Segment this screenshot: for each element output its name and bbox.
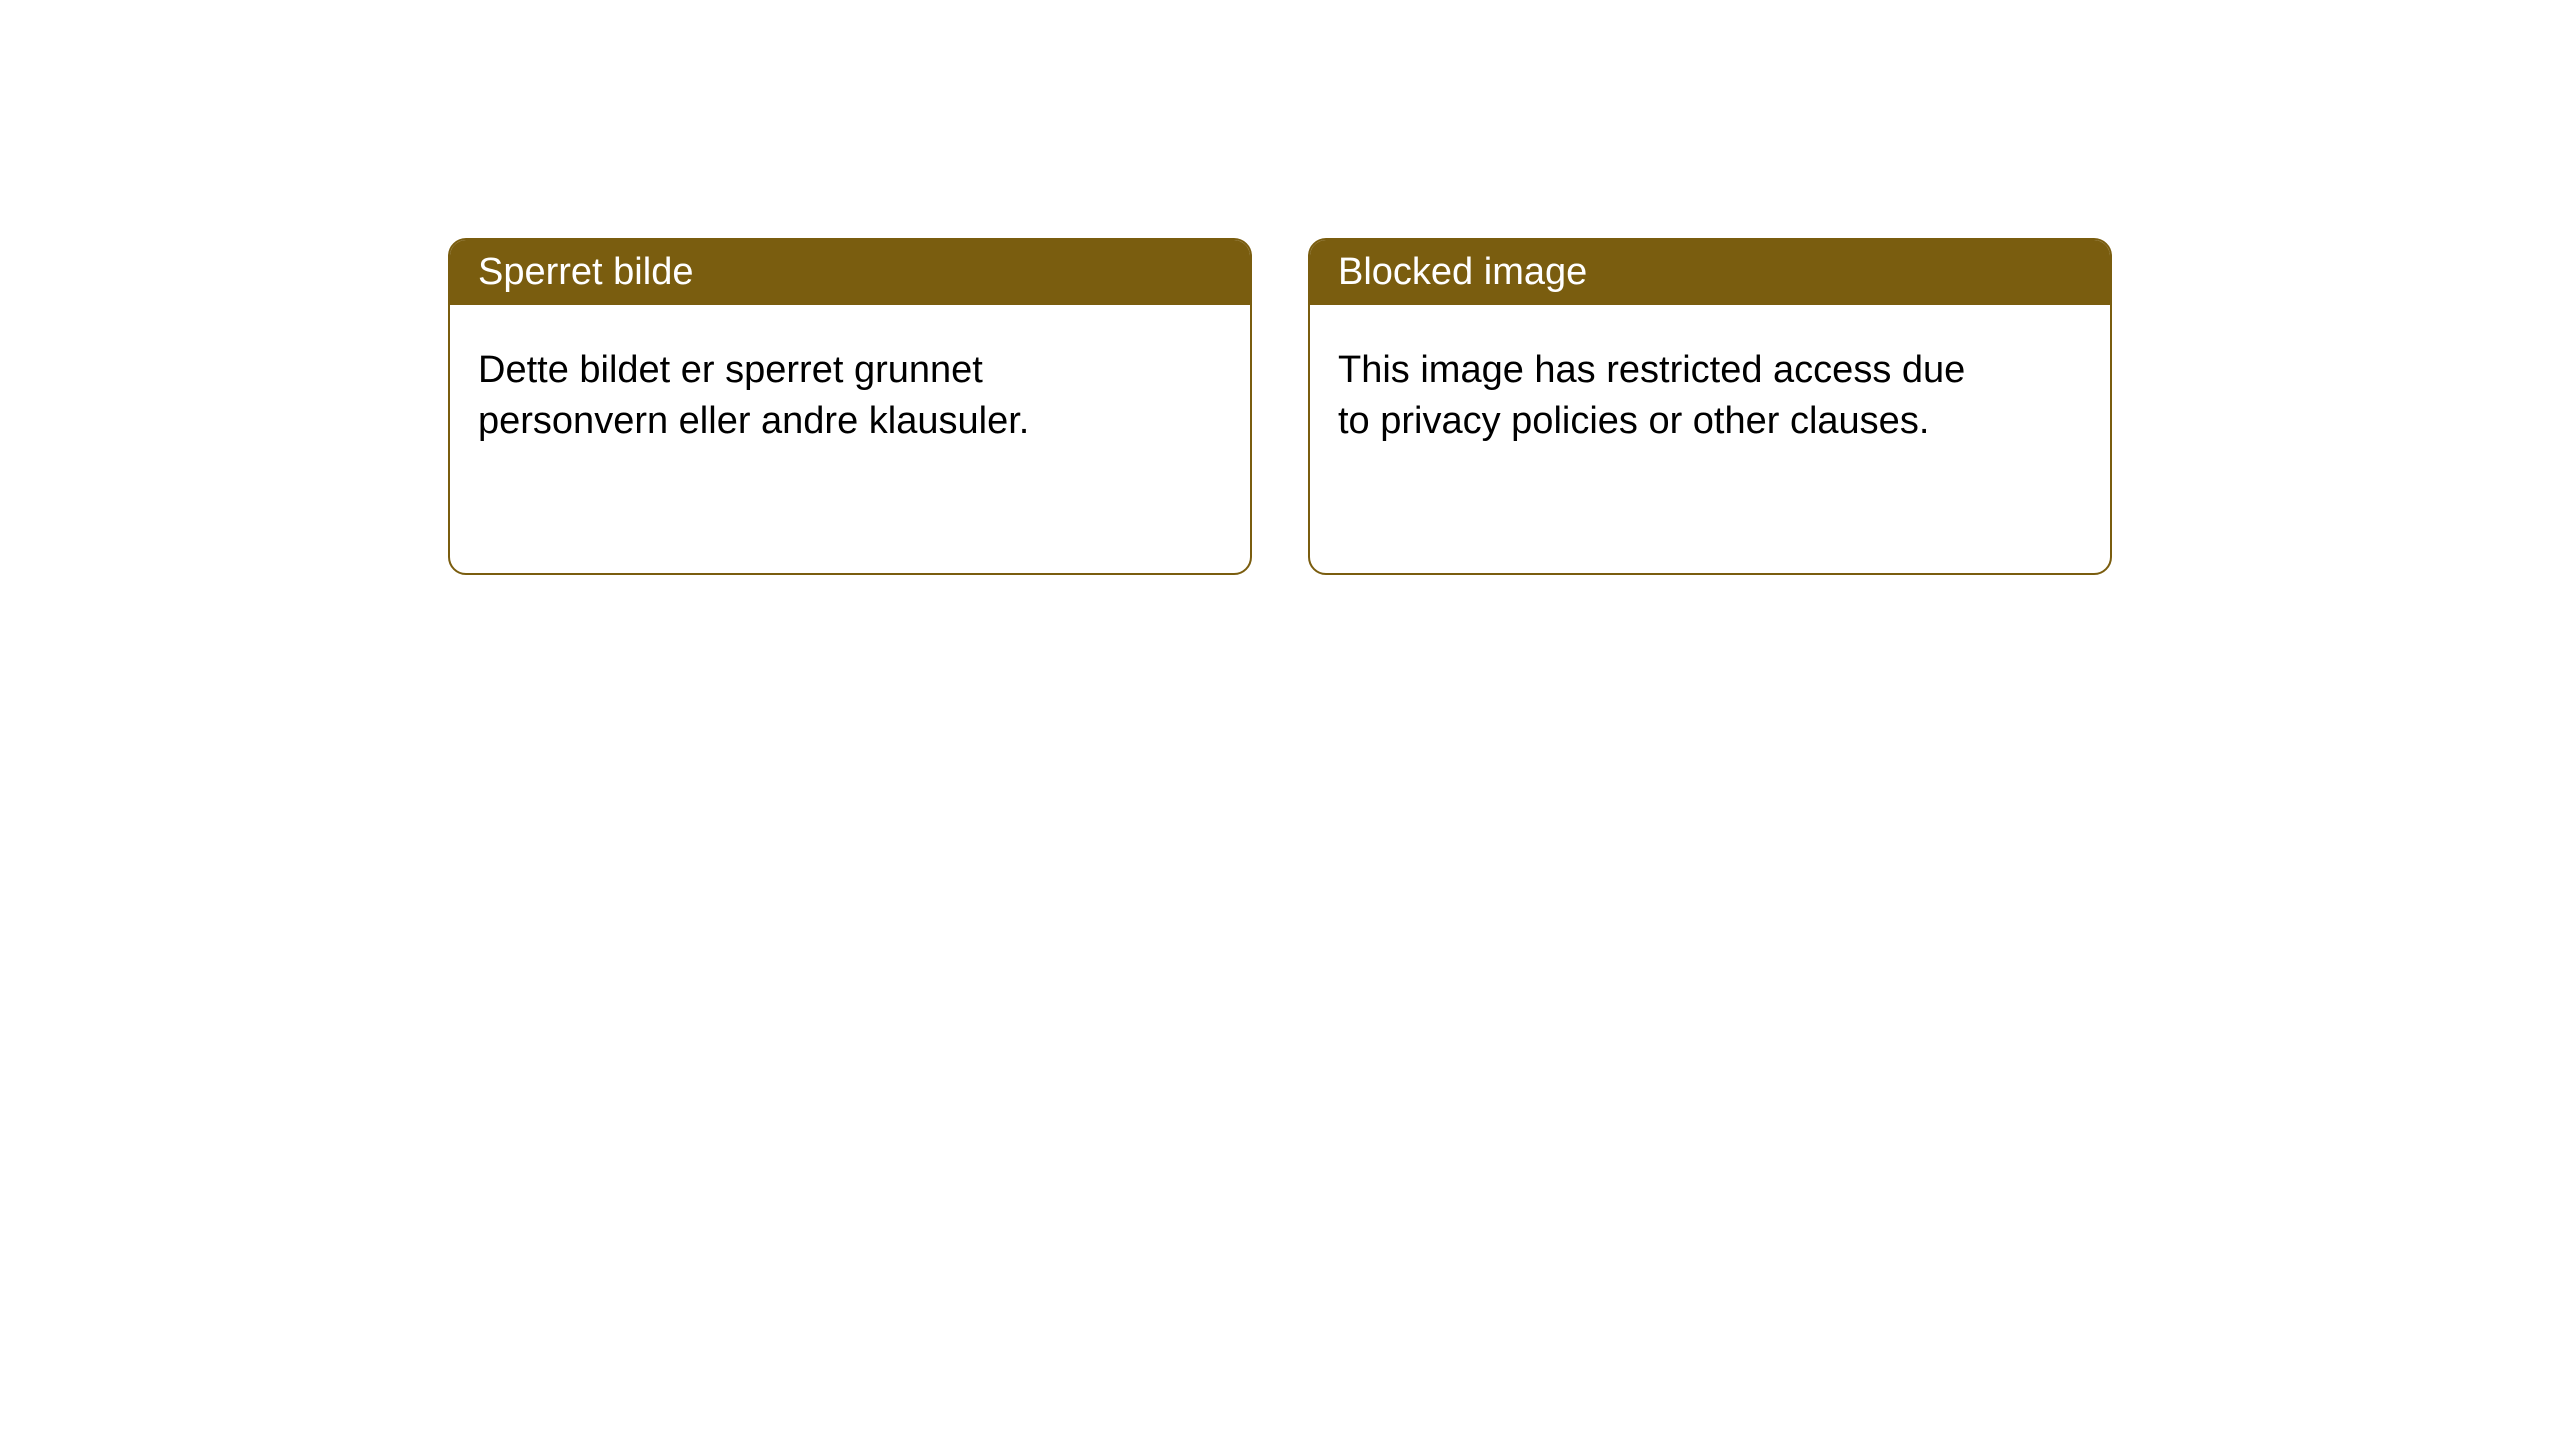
notice-header: Blocked image — [1310, 240, 2110, 305]
notice-title: Blocked image — [1338, 251, 1587, 293]
notice-card-norwegian: Sperret bilde Dette bildet er sperret gr… — [448, 238, 1252, 575]
notice-body: This image has restricted access due to … — [1310, 305, 2010, 488]
notice-header: Sperret bilde — [450, 240, 1250, 305]
notice-title: Sperret bilde — [478, 251, 693, 293]
notice-card-english: Blocked image This image has restricted … — [1308, 238, 2112, 575]
notice-container: Sperret bilde Dette bildet er sperret gr… — [0, 0, 2560, 575]
notice-body: Dette bildet er sperret grunnet personve… — [450, 305, 1150, 488]
notice-text: Dette bildet er sperret grunnet personve… — [478, 349, 1029, 442]
notice-text: This image has restricted access due to … — [1338, 349, 1965, 442]
